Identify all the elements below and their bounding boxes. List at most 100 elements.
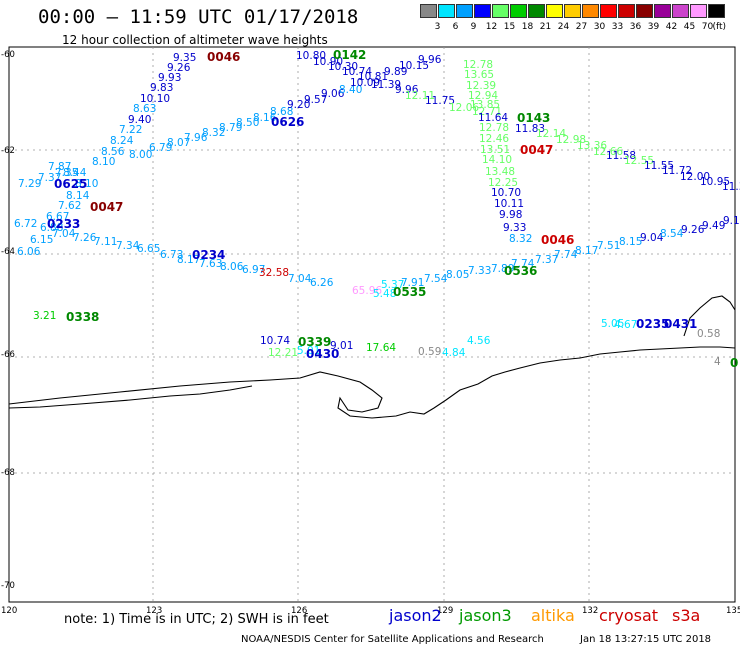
- wave-height-value: 7.74: [554, 249, 578, 261]
- wave-height-value: 12.39: [466, 80, 496, 92]
- wave-height-value: 3.21: [33, 310, 56, 322]
- legend-swatch: [456, 4, 473, 18]
- wave-height-value: 12.06: [449, 102, 479, 114]
- wave-height-value: 9.33: [503, 222, 526, 234]
- legend-label: 45: [683, 22, 696, 32]
- wave-height-value: 11.75: [425, 95, 455, 107]
- wave-height-value: 7.34: [116, 240, 140, 252]
- wave-height-value: 10.74: [260, 335, 290, 347]
- wave-height-value: 6.97: [242, 264, 265, 276]
- wave-height-value: 7.04: [288, 273, 312, 285]
- wave-height-value: 6.72: [14, 218, 37, 230]
- wave-height-value: 14.10: [482, 154, 512, 166]
- wave-height-value: 9.04: [640, 232, 664, 244]
- longitude-label: 132: [582, 606, 598, 616]
- wave-height-value: 9.26: [167, 62, 191, 74]
- wave-height-value: 12.98: [556, 134, 586, 146]
- legend-swatch: [492, 4, 509, 18]
- legend-label: 21: [539, 22, 552, 32]
- wave-height-value: 10.90: [313, 56, 343, 68]
- wave-height-value: 0.59: [418, 346, 441, 358]
- wave-height-value: 8.54: [660, 228, 684, 240]
- wave-height-value: 9.83: [150, 82, 173, 94]
- legend-swatch: [708, 4, 725, 18]
- legend-swatch: [600, 4, 617, 18]
- wave-height-value: 11.39: [371, 79, 401, 91]
- map-subtitle: 12 hour collection of altimeter wave hei…: [62, 33, 328, 47]
- wave-height-value: 9.06: [321, 88, 345, 100]
- wave-height-value: 8.40: [339, 84, 362, 96]
- pass-time-label: 0234: [192, 248, 225, 262]
- wave-height-value: 8.63: [133, 103, 156, 115]
- wave-height-value: 10.70: [491, 187, 521, 199]
- wave-height-value: 8.32: [509, 233, 532, 245]
- wave-height-value: 12.78: [479, 122, 509, 134]
- wave-height-value: 10.10: [140, 93, 170, 105]
- wave-height-value: 12.11: [405, 90, 435, 102]
- latitude-label: -70: [1, 581, 15, 591]
- legend-label: 24: [557, 22, 570, 32]
- pass-time-label: 0142: [333, 48, 366, 62]
- legend-swatch: [636, 4, 653, 18]
- pass-time-label: 0625: [54, 177, 87, 191]
- pass-time-label: 0626: [271, 115, 304, 129]
- legend-label: 70: [701, 22, 714, 32]
- wave-height-value: 9.20: [287, 99, 310, 111]
- wave-height-value: 8.14: [66, 190, 90, 202]
- wave-height-value: 8.32: [202, 127, 225, 139]
- pass-time-label: 0339: [298, 335, 331, 349]
- wave-height-value: 5.48: [373, 288, 396, 300]
- legend-label: 12: [485, 22, 498, 32]
- wave-height-value: 5.37: [381, 279, 404, 291]
- wave-height-value: 7.54: [424, 273, 448, 285]
- wave-height-value: 7.11: [94, 236, 117, 248]
- wave-height-value: 4.84: [442, 347, 466, 359]
- wave-height-value: 12.94: [468, 90, 498, 102]
- legend-unit: (ft): [712, 22, 726, 32]
- wave-height-value: 7.33: [468, 265, 491, 277]
- wave-height-value: 8.15: [619, 236, 642, 248]
- wave-height-value: 6.79: [149, 142, 172, 154]
- pass-time-label: 0431: [664, 317, 697, 331]
- longitude-label: 120: [1, 606, 17, 616]
- wave-height-value: 13.85: [470, 99, 500, 111]
- longitude-label: 126: [291, 606, 307, 616]
- satellite-name: cryosat: [599, 606, 659, 625]
- pass-time-label: 0536: [504, 264, 537, 278]
- wave-height-value: 10.09: [350, 77, 380, 89]
- wave-height-value: 7.62: [58, 200, 81, 212]
- wave-height-value: 12.25: [488, 177, 518, 189]
- wave-height-value: 12.78: [463, 59, 493, 71]
- pass-time-label: 0233: [47, 217, 80, 231]
- wave-height-value: 8.10: [75, 178, 98, 190]
- legend-swatch: [438, 4, 455, 18]
- generated-timestamp: Jan 18 13:27:15 UTC 2018: [580, 634, 712, 645]
- wave-height-value: 0.58: [697, 328, 720, 340]
- legend-label: 42: [665, 22, 678, 32]
- wave-height-value: 10.81: [358, 71, 388, 83]
- longitude-label: 135: [726, 606, 740, 616]
- footnote: note: 1) Time is in UTC; 2) SWH is in fe…: [64, 612, 329, 627]
- legend-swatch: [474, 4, 491, 18]
- latitude-label: -68: [1, 468, 15, 478]
- wave-height-value: 9.93: [158, 72, 181, 84]
- wave-height-value: 13.65: [464, 69, 494, 81]
- wave-height-value: 7.51: [597, 240, 620, 252]
- wave-height-value: 11.72: [662, 165, 692, 177]
- pass-time-label: 0235: [636, 317, 669, 331]
- coastline: [8, 346, 736, 419]
- pass-time-label: 0047: [520, 143, 553, 157]
- wave-height-value: 13.48: [485, 166, 515, 178]
- legend-label: 6: [452, 22, 459, 32]
- wave-height-value: 8.50: [236, 117, 259, 129]
- credit-line: NOAA/NESDIS Center for Satellite Applica…: [241, 634, 544, 645]
- wave-height-value: 13.36: [577, 140, 607, 152]
- legend-swatch: [672, 4, 689, 18]
- lat-gridlines: [9, 149, 735, 474]
- legend-label: 33: [611, 22, 624, 32]
- wave-height-value: 7.29: [18, 178, 41, 190]
- wave-height-value: 8.44: [63, 167, 87, 179]
- wave-height-value: 9.01: [330, 340, 353, 352]
- wave-height-value: 5.05: [601, 318, 624, 330]
